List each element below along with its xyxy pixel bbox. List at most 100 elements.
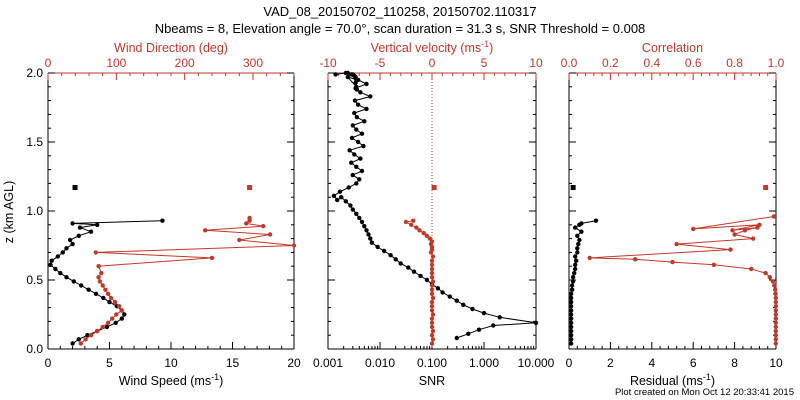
- x-tick-label-top: 300: [243, 56, 263, 70]
- data-point: [95, 328, 100, 334]
- x-axis-label-top: Wind Direction (deg): [114, 41, 228, 55]
- data-point: [568, 337, 574, 342]
- data-point: [568, 295, 574, 301]
- data-point: [349, 135, 355, 141]
- data-point: [100, 283, 105, 288]
- snr-panel: 0.001 0.010 0.100 1.000 10.000 -10 -5 0 5 10 SNR Ve…: [313, 39, 555, 388]
- data-point: [64, 246, 69, 251]
- data-point: [429, 299, 435, 305]
- data-point: [350, 172, 355, 178]
- data-point: [368, 94, 373, 99]
- data-point: [728, 247, 733, 252]
- data-point: [573, 266, 578, 272]
- data-point: [421, 230, 426, 236]
- data-point: [64, 275, 69, 280]
- data-point: [429, 266, 435, 272]
- data-point: [96, 275, 101, 280]
- data-point: [354, 211, 359, 216]
- data-point: [116, 304, 122, 309]
- data-point: [440, 290, 445, 295]
- data-point: [160, 218, 165, 223]
- y-axis-label: z (km AGL): [2, 181, 16, 244]
- data-point: [424, 233, 429, 238]
- data-point: [361, 143, 366, 149]
- x-tick-label-bottom: 20: [287, 356, 301, 370]
- x-tick-label-top: 1.0: [768, 56, 785, 70]
- data-point: [346, 185, 351, 190]
- data-point: [568, 312, 574, 317]
- data-point: [771, 214, 777, 219]
- data-point: [355, 139, 361, 145]
- data-point: [352, 110, 357, 116]
- series-line-correlation: [589, 216, 777, 344]
- data-point: [114, 312, 119, 317]
- data-point: [575, 250, 580, 255]
- x-tick-label-top: -5: [375, 56, 386, 70]
- data-point: [209, 255, 215, 261]
- data-point: [122, 312, 127, 317]
- x-tick-label-bottom: 0.010: [365, 356, 395, 370]
- x-axis-label-bottom: Wind Speed (ms-1): [119, 372, 224, 388]
- data-point: [576, 241, 581, 247]
- data-point: [568, 304, 574, 309]
- outlier-point: [431, 185, 437, 191]
- data-point: [481, 310, 487, 316]
- x-tick-label-bottom: 2: [607, 356, 614, 370]
- data-point: [732, 232, 737, 237]
- data-point: [354, 115, 360, 120]
- data-point: [354, 164, 359, 169]
- y-tick-label: 1.0: [26, 204, 43, 218]
- data-point: [354, 87, 360, 92]
- x-tick-label-bottom: 0: [566, 356, 573, 370]
- data-point: [568, 299, 574, 305]
- data-point: [398, 261, 403, 266]
- data-point: [203, 228, 208, 233]
- x-tick-label-bottom: 0.001: [313, 356, 343, 370]
- data-point: [331, 193, 337, 198]
- data-point: [730, 228, 735, 233]
- data-point: [411, 269, 417, 274]
- data-point: [569, 287, 575, 292]
- data-point: [354, 181, 359, 186]
- data-point: [577, 237, 582, 243]
- data-point: [364, 81, 369, 87]
- data-point: [773, 328, 778, 334]
- figure-title-line2: Nbeams = 8, Elevation angle = 70.0°, sca…: [155, 21, 646, 36]
- data-point: [107, 299, 112, 305]
- data-point: [570, 279, 576, 284]
- x-axis-label-top: Correlation: [642, 41, 703, 55]
- data-point: [359, 219, 365, 225]
- data-point: [352, 152, 357, 157]
- data-point: [430, 312, 436, 317]
- data-point: [409, 222, 414, 227]
- data-point: [393, 257, 398, 262]
- data-point: [579, 229, 584, 234]
- data-point: [429, 304, 435, 309]
- data-point: [593, 218, 599, 223]
- data-point: [570, 275, 576, 280]
- data-point: [357, 177, 362, 182]
- data-point: [430, 279, 436, 284]
- data-point: [349, 72, 354, 77]
- data-point: [104, 324, 110, 330]
- data-point: [339, 195, 344, 200]
- data-point: [430, 295, 436, 301]
- data-point: [447, 294, 452, 299]
- data-point: [568, 333, 574, 338]
- data-point: [357, 215, 362, 221]
- data-point: [454, 335, 459, 341]
- data-point: [95, 222, 100, 227]
- data-point: [429, 291, 435, 296]
- data-point: [67, 237, 73, 243]
- data-point: [345, 74, 350, 80]
- data-point: [773, 287, 778, 292]
- data-point: [466, 331, 471, 336]
- data-point: [347, 148, 352, 153]
- data-point: [79, 283, 84, 288]
- data-point: [476, 327, 482, 332]
- data-point: [48, 262, 53, 267]
- data-point: [359, 131, 365, 136]
- data-point: [119, 308, 125, 313]
- x-tick-label-top: 0: [429, 56, 436, 70]
- outlier-point: [763, 185, 769, 191]
